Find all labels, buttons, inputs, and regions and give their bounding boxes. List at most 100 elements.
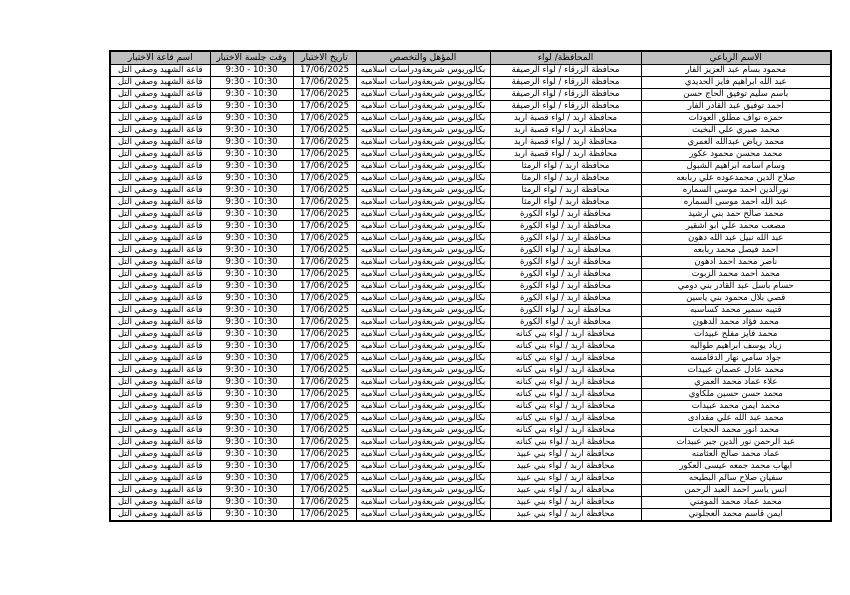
cell-exam_date: 17/06/2025 <box>292 112 357 125</box>
cell-exam_time: 9:30 - 10:30 <box>209 124 294 137</box>
cell-qualification: بكالوريوس شريعةودراسات اسلاميه <box>355 124 491 137</box>
cell-exam_time: 9:30 - 10:30 <box>209 316 294 329</box>
column-header-exam_hall: اسم قاعة الاختبار <box>109 50 211 65</box>
cell-qualification: بكالوريوس شريعةودراسات اسلاميه <box>355 364 491 377</box>
cell-exam_hall: قاعة الشهيد وصفي التل <box>109 88 211 101</box>
cell-exam_hall: قاعة الشهيد وصفي التل <box>109 136 211 149</box>
cell-exam_date: 17/06/2025 <box>292 136 357 149</box>
cell-qualification: بكالوريوس شريعةودراسات اسلاميه <box>355 508 491 522</box>
column-header-governorate: المحافظة/ لواء <box>489 50 642 65</box>
cell-name: محمد رياض عبدالله العمري <box>640 136 832 149</box>
cell-exam_date: 17/06/2025 <box>292 328 357 341</box>
cell-exam_date: 17/06/2025 <box>292 292 357 305</box>
cell-exam_date: 17/06/2025 <box>292 496 357 509</box>
cell-exam_hall: قاعة الشهيد وصفي التل <box>109 472 211 485</box>
cell-qualification: بكالوريوس شريعةودراسات اسلاميه <box>355 424 491 437</box>
cell-exam_hall: قاعة الشهيد وصفي التل <box>109 340 211 353</box>
cell-qualification: بكالوريوس شريعةودراسات اسلاميه <box>355 472 491 485</box>
cell-exam_time: 9:30 - 10:30 <box>209 88 294 101</box>
cell-qualification: بكالوريوس شريعةودراسات اسلاميه <box>355 400 491 413</box>
cell-exam_date: 17/06/2025 <box>292 244 357 257</box>
cell-exam_time: 9:30 - 10:30 <box>209 292 294 305</box>
cell-governorate: محافظة الزرقاء / لواء الرصيفة <box>489 64 642 77</box>
cell-exam_hall: قاعة الشهيد وصفي التل <box>109 412 211 425</box>
cell-name: صلاح الدين محمدعوده علي ربابعه <box>640 172 832 185</box>
cell-exam_date: 17/06/2025 <box>292 208 357 221</box>
cell-name: عبد الرحمن نور الدين جبر عبيدات <box>640 436 832 449</box>
cell-governorate: محافظة اربد / لواء الكورة <box>489 304 642 317</box>
cell-exam_hall: قاعة الشهيد وصفي التل <box>109 352 211 365</box>
cell-exam_date: 17/06/2025 <box>292 64 357 77</box>
cell-exam_hall: قاعة الشهيد وصفي التل <box>109 244 211 257</box>
cell-name: عماد محمد صالح العثامنه <box>640 448 832 461</box>
cell-governorate: محافظة اربد / لواء الكورة <box>489 220 642 233</box>
table-row: علاء عماد محمد العمري محافظة اربد / لواء … <box>109 376 832 389</box>
cell-name: سفيان صلاح سالم البطيحه <box>640 472 832 485</box>
cell-governorate: محافظة اربد / لواء قصبة اربد <box>489 112 642 125</box>
cell-exam_hall: قاعة الشهيد وصفي التل <box>109 496 211 509</box>
cell-exam_date: 17/06/2025 <box>292 460 357 473</box>
cell-governorate: محافظة اربد / لواء بني عبيد <box>489 496 642 509</box>
cell-exam_date: 17/06/2025 <box>292 160 357 173</box>
cell-exam_date: 17/06/2025 <box>292 304 357 317</box>
cell-exam_time: 9:30 - 10:30 <box>209 412 294 425</box>
cell-governorate: محافظة اربد / لواء الرمثا <box>489 196 642 209</box>
cell-name: وسام اسامه ابراهيم الشبول <box>640 160 832 173</box>
cell-exam_date: 17/06/2025 <box>292 280 357 293</box>
table-row: جواد سامي نهار الدقامسه محافظة اربد / لوا… <box>109 352 832 365</box>
table-row: عبد الله ابراهيم فايز الحديدي محافظة الزر… <box>109 76 832 89</box>
column-header-exam_time: وقت جلسة الاختبار <box>209 50 294 65</box>
table-row: محمد عادل عصمان عبيدات محافظة اربد / لواء… <box>109 364 832 377</box>
cell-exam_hall: قاعة الشهيد وصفي التل <box>109 220 211 233</box>
cell-exam_hall: قاعة الشهيد وصفي التل <box>109 280 211 293</box>
cell-name: احمد فيصل محمد ربابعه <box>640 244 832 257</box>
cell-governorate: محافظة اربد / لواء بني كنانه <box>489 376 642 389</box>
cell-qualification: بكالوريوس شريعةودراسات اسلاميه <box>355 136 491 149</box>
cell-name: محمد فايز مفلح عبيدات <box>640 328 832 341</box>
table-row: احمد توفيق عبد القادر الفار محافظة الزرقا… <box>109 100 832 113</box>
table-row: حمزه نواف مطلق العودات محافظة اربد / لواء… <box>109 112 832 125</box>
cell-qualification: بكالوريوس شريعةودراسات اسلاميه <box>355 184 491 197</box>
cell-exam_hall: قاعة الشهيد وصفي التل <box>109 328 211 341</box>
cell-name: محمد فؤاد محمد الدهون <box>640 316 832 329</box>
cell-exam_hall: قاعة الشهيد وصفي التل <box>109 484 211 497</box>
cell-qualification: بكالوريوس شريعةودراسات اسلاميه <box>355 256 491 269</box>
cell-name: محمد احمد محمد الزبوت <box>640 268 832 281</box>
cell-governorate: محافظة اربد / لواء بني كنانه <box>489 412 642 425</box>
cell-qualification: بكالوريوس شريعةودراسات اسلاميه <box>355 244 491 257</box>
cell-exam_date: 17/06/2025 <box>292 124 357 137</box>
cell-exam_time: 9:30 - 10:30 <box>209 376 294 389</box>
cell-exam_time: 9:30 - 10:30 <box>209 220 294 233</box>
cell-exam_date: 17/06/2025 <box>292 436 357 449</box>
cell-exam_date: 17/06/2025 <box>292 388 357 401</box>
cell-exam_time: 9:30 - 10:30 <box>209 304 294 317</box>
column-header-name: الاسم الرباعي <box>640 50 832 65</box>
cell-exam_hall: قاعة الشهيد وصفي التل <box>109 400 211 413</box>
table-row: محمد فايز مفلح عبيدات محافظة اربد / لواء … <box>109 328 832 341</box>
cell-exam_time: 9:30 - 10:30 <box>209 112 294 125</box>
cell-exam_date: 17/06/2025 <box>292 172 357 185</box>
table-row: صلاح الدين محمدعوده علي ربابعه محافظة ارب… <box>109 172 832 185</box>
cell-qualification: بكالوريوس شريعةودراسات اسلاميه <box>355 112 491 125</box>
cell-exam_time: 9:30 - 10:30 <box>209 460 294 473</box>
cell-name: انس ياسر احمد العبد الرحمن <box>640 484 832 497</box>
cell-governorate: محافظة اربد / لواء بني عبيد <box>489 448 642 461</box>
cell-name: قصي بلال محمود بني ياسين <box>640 292 832 305</box>
cell-governorate: محافظة اربد / لواء بني كنانه <box>489 424 642 437</box>
cell-qualification: بكالوريوس شريعةودراسات اسلاميه <box>355 148 491 161</box>
cell-exam_time: 9:30 - 10:30 <box>209 352 294 365</box>
table-row: نورالدين احمد موسى السماره محافظة اربد / … <box>109 184 832 197</box>
table-row: محمد انور محمد الحجات محافظة اربد / لواء … <box>109 424 832 437</box>
cell-qualification: بكالوريوس شريعةودراسات اسلاميه <box>355 376 491 389</box>
table-row: زياد يوسف ابراهيم طواليه محافظة اربد / لو… <box>109 340 832 353</box>
cell-qualification: بكالوريوس شريعةودراسات اسلاميه <box>355 328 491 341</box>
cell-governorate: محافظة اربد / لواء الكورة <box>489 316 642 329</box>
exam-schedule-table: الاسم الرباعي المحافظة/ لواء المؤهل والتخص… <box>109 50 832 522</box>
table-row: محمود بسام عبد العزيز الفار محافظة الزرقا… <box>109 64 832 77</box>
cell-exam_date: 17/06/2025 <box>292 88 357 101</box>
cell-exam_time: 9:30 - 10:30 <box>209 160 294 173</box>
cell-name: محمد عبد الله علي مقدادى <box>640 412 832 425</box>
cell-exam_date: 17/06/2025 <box>292 448 357 461</box>
cell-qualification: بكالوريوس شريعةودراسات اسلاميه <box>355 412 491 425</box>
